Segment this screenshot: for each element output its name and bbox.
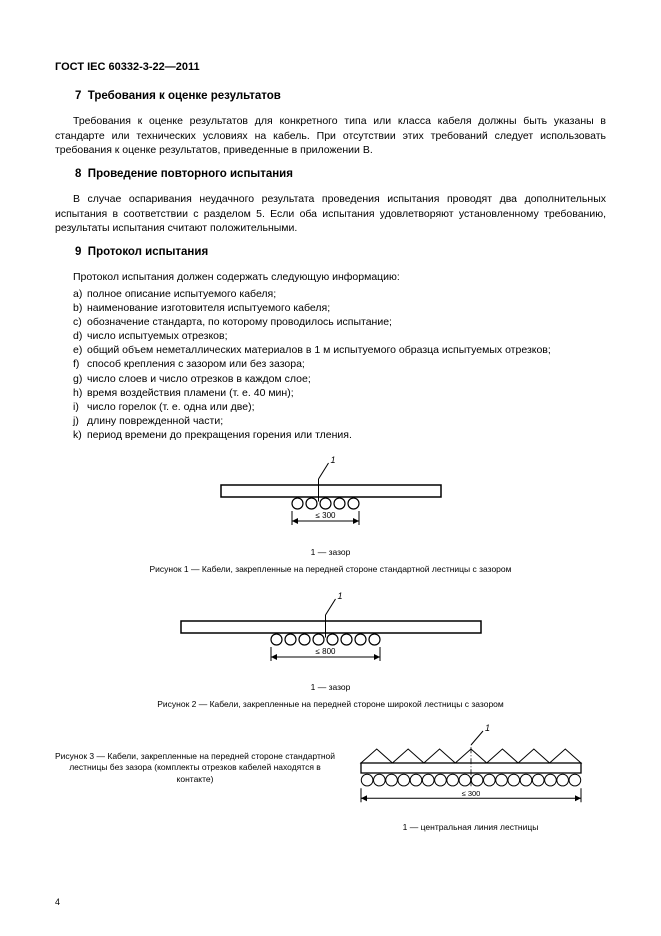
- figure-2: 1 ≤ 800 1 — зазор Рисунок 2 — Кабели, зак…: [55, 586, 606, 711]
- svg-text:≤ 800: ≤ 800: [315, 647, 336, 656]
- section-9-intro: Протокол испытания должен содержать след…: [55, 270, 606, 284]
- list-item-letter: c): [73, 315, 87, 329]
- list-item: e)общий объем неметаллических материалов…: [55, 343, 606, 357]
- list-item-letter: a): [73, 287, 87, 301]
- list-item: j)длину поврежденной части;: [55, 414, 606, 428]
- list-item-letter: d): [73, 329, 87, 343]
- protocol-list: a)полное описание испытуемого кабеля;b)н…: [55, 287, 606, 443]
- list-item-text: полное описание испытуемого кабеля;: [87, 288, 276, 300]
- list-item-letter: i): [73, 400, 87, 414]
- list-item-letter: h): [73, 386, 87, 400]
- list-item-text: обозначение стандарта, по которому прово…: [87, 316, 392, 328]
- figure-3-caption: Рисунок 3 — Кабели, закрепленные на пере…: [55, 751, 335, 785]
- list-item-letter: g): [73, 372, 87, 386]
- list-item-text: период времени до прекращения горения ил…: [87, 429, 352, 441]
- list-item: f)способ крепления с зазором или без заз…: [55, 357, 606, 371]
- list-item: k)период времени до прекращения горения …: [55, 428, 606, 442]
- figure-3: 1 ≤ 300 1 — центральная линия лестницы: [335, 721, 606, 834]
- section-7-num: 7: [75, 90, 81, 102]
- list-item-letter: f): [73, 357, 87, 371]
- list-item-letter: b): [73, 301, 87, 315]
- section-7-heading: Требования к оценке результатов: [88, 90, 281, 102]
- list-item-letter: k): [73, 428, 87, 442]
- list-item: i)число горелок (т. е. одна или две);: [55, 400, 606, 414]
- section-9-title: 9 Протокол испытания: [75, 245, 606, 261]
- section-8-body: В случае оспаривания неудачного результа…: [55, 192, 606, 235]
- document-id: ГОСТ IEC 60332-3-22—2011: [55, 60, 606, 75]
- figure-1-legend: 1 — зазор: [55, 547, 606, 558]
- list-item-text: время воздействия пламени (т. е. 40 мин)…: [87, 387, 294, 399]
- list-item-text: наименование изготовителя испытуемого ка…: [87, 302, 330, 314]
- section-9-heading: Протокол испытания: [88, 246, 208, 258]
- list-item: a)полное описание испытуемого кабеля;: [55, 287, 606, 301]
- list-item: h)время воздействия пламени (т. е. 40 ми…: [55, 386, 606, 400]
- section-8-title: 8 Проведение повторного испытания: [75, 167, 606, 183]
- figure-1-diagram: 1 ≤ 300: [211, 450, 451, 540]
- list-item: g)число слоев и число отрезков в каждом …: [55, 372, 606, 386]
- list-item: d)число испытуемых отрезков;: [55, 329, 606, 343]
- figure-1: 1 ≤ 300 1 — зазор Рисунок 1 — Кабели, зак…: [55, 450, 606, 575]
- list-item-text: число горелок (т. е. одна или две);: [87, 401, 255, 413]
- list-item-text: способ крепления с зазором или без зазор…: [87, 358, 305, 370]
- list-item-text: число испытуемых отрезков;: [87, 330, 228, 342]
- section-9-num: 9: [75, 246, 81, 258]
- list-item-text: длину поврежденной части;: [87, 415, 223, 427]
- section-7-title: 7 Требования к оценке результатов: [75, 89, 606, 105]
- figure-1-caption: Рисунок 1 — Кабели, закрепленные на пере…: [121, 564, 541, 575]
- svg-text:≤ 300: ≤ 300: [461, 789, 480, 798]
- section-7-body: Требования к оценке результатов для конк…: [55, 114, 606, 157]
- list-item-letter: e): [73, 343, 87, 357]
- section-8-heading: Проведение повторного испытания: [88, 168, 293, 180]
- list-item: b)наименование изготовителя испытуемого …: [55, 301, 606, 315]
- section-8-num: 8: [75, 168, 81, 180]
- figure-3-row: Рисунок 3 — Кабели, закрепленные на пере…: [55, 721, 606, 834]
- figure-2-caption: Рисунок 2 — Кабели, закрепленные на пере…: [121, 699, 541, 710]
- list-item: c)обозначение стандарта, по которому про…: [55, 315, 606, 329]
- figure-2-diagram: 1 ≤ 800: [171, 586, 491, 676]
- svg-text:≤ 300: ≤ 300: [315, 511, 336, 520]
- figure-3-legend: 1 — центральная линия лестницы: [335, 822, 606, 833]
- svg-text:1: 1: [337, 591, 342, 601]
- list-item-text: число слоев и число отрезков в каждом сл…: [87, 373, 311, 385]
- figure-2-legend: 1 — зазор: [55, 682, 606, 693]
- figure-3-diagram: 1 ≤ 300: [351, 721, 591, 816]
- list-item-letter: j): [73, 414, 87, 428]
- svg-text:1: 1: [330, 455, 335, 465]
- page-number: 4: [55, 896, 60, 908]
- list-item-text: общий объем неметаллических материалов в…: [87, 344, 551, 356]
- svg-text:1: 1: [485, 723, 490, 733]
